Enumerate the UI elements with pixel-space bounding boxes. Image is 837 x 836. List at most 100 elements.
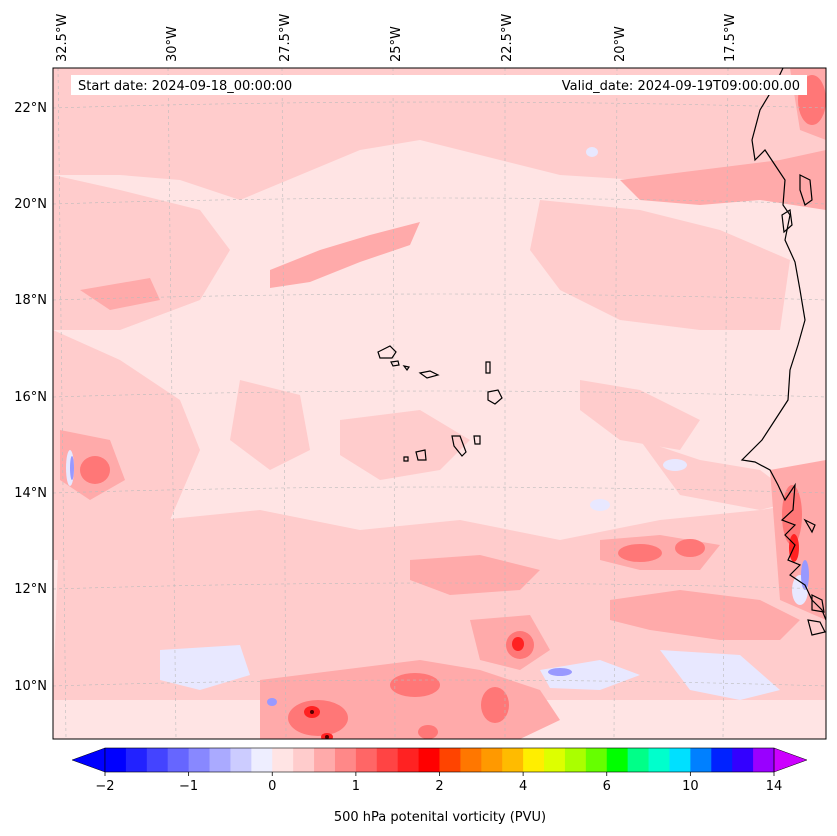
parallel-18n xyxy=(53,293,826,301)
field-negative-strong-regions xyxy=(70,456,809,706)
colorbar-segment xyxy=(272,748,294,772)
colorbar-tick-label: −2 xyxy=(95,779,114,794)
lon-label: 17.5°W xyxy=(723,14,738,62)
colorbar-segment xyxy=(209,748,231,772)
meridian-25w xyxy=(392,68,396,739)
colorbar-tick-label: 10 xyxy=(682,779,699,794)
lon-label: 30°W xyxy=(165,26,180,62)
colorbar-tick-label: 4 xyxy=(519,779,527,794)
lat-label: 14°N xyxy=(14,486,47,501)
colorbar-segment xyxy=(564,748,587,772)
lon-label: 22.5°W xyxy=(500,14,515,62)
colorbar: −2 −1 0 1 2 4 6 10 14 500 hPa potenital vorticit… xyxy=(71,747,808,825)
island-santo-antao xyxy=(377,345,397,359)
meridian-27-5w xyxy=(281,68,287,739)
island-santa-luzia xyxy=(402,365,410,372)
lon-label: 25°W xyxy=(389,26,404,62)
colorbar-tick-label: 6 xyxy=(603,779,611,794)
colorbar-segment xyxy=(146,748,169,772)
meridian-17-5w xyxy=(722,68,729,739)
colorbar-segment xyxy=(544,748,566,772)
colorbar-segment xyxy=(606,748,629,772)
meridian-20w xyxy=(613,68,618,739)
lon-label: 27.5°W xyxy=(278,14,293,62)
colorbar-under-arrow xyxy=(71,747,106,773)
colorbar-tick-label: −1 xyxy=(179,779,198,794)
parallel-14n xyxy=(53,486,826,494)
colorbar-segment xyxy=(230,748,252,772)
coast-detail-1 xyxy=(799,174,813,206)
colorbar-tick-label: 14 xyxy=(766,779,783,794)
colorbar-segment xyxy=(418,748,440,772)
colorbar-segment xyxy=(585,748,608,772)
meridian-32-5w xyxy=(57,68,67,739)
colorbar-segment xyxy=(334,748,357,772)
latitude-labels: 22°N 20°N 18°N 16°N 14°N 12°N 10°N xyxy=(14,101,47,694)
cape-verde-islands xyxy=(377,345,503,462)
island-santiago xyxy=(451,435,467,457)
island-sal xyxy=(485,361,491,374)
parallel-20n xyxy=(53,197,826,205)
colorbar-tick-label: 0 xyxy=(268,779,276,794)
lat-label: 20°N xyxy=(14,197,47,212)
colorbar-segment xyxy=(293,748,315,772)
meridian-30w xyxy=(167,68,177,739)
colorbar-segment xyxy=(648,748,670,772)
lat-label: 16°N xyxy=(14,390,47,405)
island-sao-nicolau xyxy=(418,370,440,379)
date-header-box xyxy=(71,75,807,95)
colorbar-segment xyxy=(439,748,461,772)
colorbar-segment xyxy=(460,748,482,772)
lat-label: 18°N xyxy=(14,293,47,308)
colorbar-label: 500 hPa potenital vorticity (PVU) xyxy=(334,810,546,825)
colorbar-ticks: −2 −1 0 1 2 4 6 10 14 xyxy=(95,772,782,794)
colorbar-segment xyxy=(125,748,148,772)
colorbar-segment xyxy=(188,748,211,772)
colorbar-segment xyxy=(627,748,650,772)
coast-detail-5 xyxy=(807,619,826,636)
island-sao-vicente xyxy=(390,360,400,367)
colorbar-segment xyxy=(753,748,775,772)
lon-label: 20°W xyxy=(613,26,628,62)
coast-detail-2 xyxy=(781,208,793,234)
colorbar-segment xyxy=(690,748,712,772)
colorbar-segment xyxy=(251,748,273,772)
colorbar-segment xyxy=(314,748,336,772)
start-date-label: Start date: 2024-09-18_00:00:00 xyxy=(78,79,292,94)
colorbar-segment xyxy=(502,748,524,772)
coastline xyxy=(740,68,826,636)
parallel-10n xyxy=(53,679,826,687)
island-fogo xyxy=(415,449,427,461)
island-maio xyxy=(473,435,481,445)
map-frame xyxy=(52,67,827,740)
colorbar-segment xyxy=(669,748,691,772)
coast-detail-4 xyxy=(811,594,825,613)
colorbar-segment xyxy=(397,748,420,772)
colorbar-segments xyxy=(105,748,775,772)
colorbar-segment xyxy=(481,748,503,772)
colorbar-segment xyxy=(523,748,545,772)
graticule xyxy=(53,68,826,739)
longitude-labels: 32.5°W 30°W 27.5°W 25°W 22.5°W 20°W 17.5… xyxy=(55,14,738,62)
colorbar-segment xyxy=(376,748,399,772)
colorbar-segment xyxy=(105,748,127,772)
lon-label: 32.5°W xyxy=(55,14,70,62)
parallel-16n xyxy=(53,390,826,398)
island-brava xyxy=(403,456,409,462)
lat-label: 12°N xyxy=(14,582,47,597)
field-negative-regions xyxy=(66,147,808,700)
coast-detail-3 xyxy=(803,518,816,534)
colorbar-tick-label: 1 xyxy=(352,779,360,794)
parallel-22n xyxy=(53,101,826,109)
lat-label: 22°N xyxy=(14,101,47,116)
colorbar-tick-label: 2 xyxy=(435,779,443,794)
parallel-12n xyxy=(53,582,826,590)
lat-label: 10°N xyxy=(14,679,47,694)
colorbar-segment xyxy=(711,748,733,772)
colorbar-segment xyxy=(167,748,190,772)
colorbar-segment xyxy=(355,748,378,772)
colorbar-over-arrow xyxy=(773,747,808,773)
colorbar-segment xyxy=(732,748,754,772)
map-panel xyxy=(53,68,826,739)
